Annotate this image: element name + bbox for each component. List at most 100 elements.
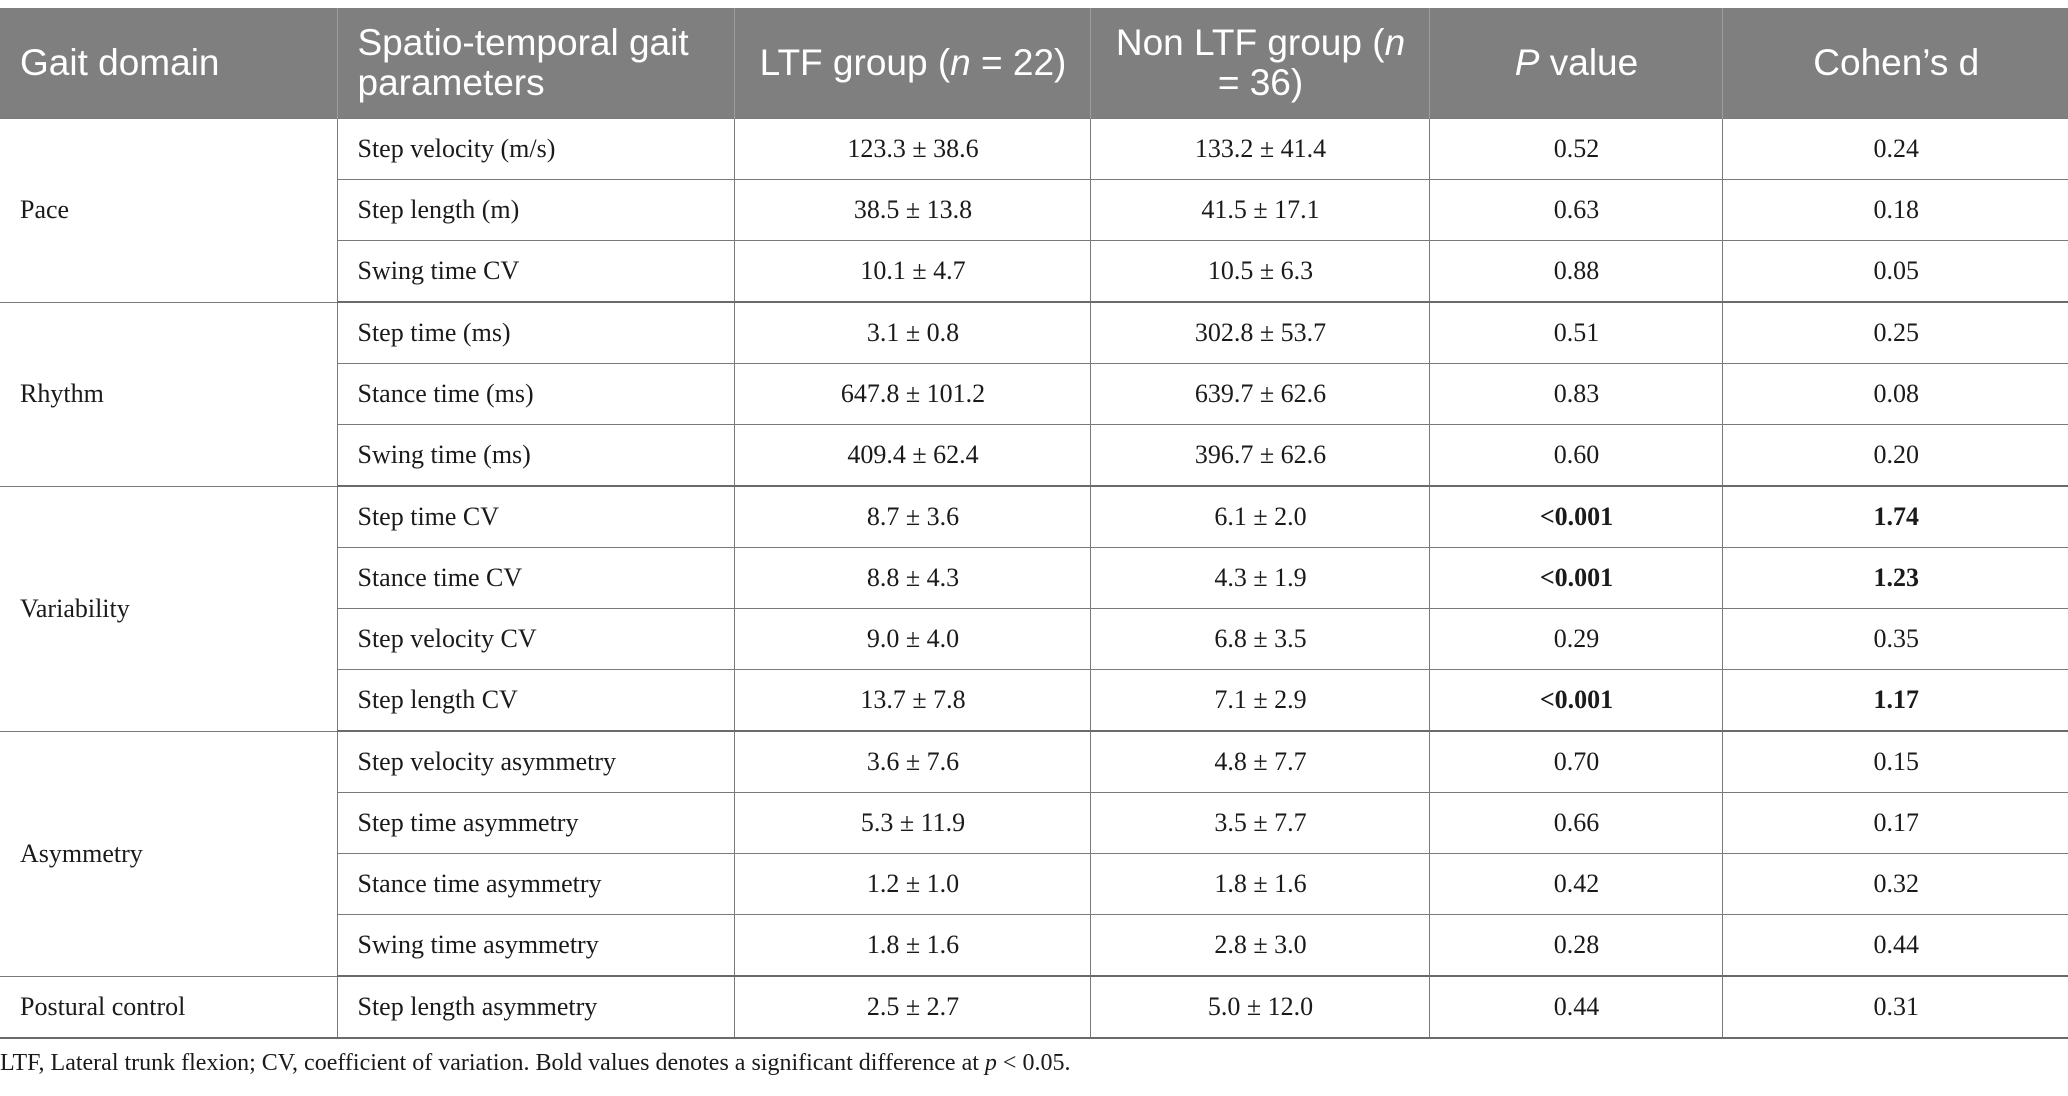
non-ltf-value-cell: 3.5 ± 7.7 xyxy=(1089,792,1430,854)
table-row: Step velocity CV 9.0 ± 4.0 6.8 ± 3.5 0.2… xyxy=(0,608,2068,670)
domain-cell-pace: Pace xyxy=(0,118,338,303)
table-row: Asymmetry Step velocity asymmetry 3.6 ± … xyxy=(0,730,2068,977)
table-row: Pace Step velocity (m/s) 123.3 ± 38.6 13… xyxy=(0,118,2068,303)
param-cell: Step length CV xyxy=(336,669,735,732)
ltf-value-cell: 5.3 ± 11.9 xyxy=(733,792,1091,854)
param-cell: Stance time CV xyxy=(336,547,735,609)
domain-cell-variability: Variability xyxy=(0,485,338,732)
header-row: Gait domain Spatio-temporal gait paramet… xyxy=(0,8,2068,119)
cohens-d-cell-significant: 1.23 xyxy=(1721,547,2068,609)
p-value-cell-significant: <0.001 xyxy=(1428,669,1723,732)
ltf-value-cell: 10.1 ± 4.7 xyxy=(733,240,1091,303)
ltf-value-cell: 1.8 ± 1.6 xyxy=(733,914,1091,977)
param-cell: Swing time asymmetry xyxy=(336,914,735,977)
param-cell: Stance time asymmetry xyxy=(336,853,735,915)
table-row: Variability Step time CV 8.7 ± 3.6 6.1 ±… xyxy=(0,485,2068,732)
param-cell: Step time asymmetry xyxy=(336,792,735,854)
cohens-d-cell: 0.44 xyxy=(1721,914,2068,977)
ltf-value-cell: 3.1 ± 0.8 xyxy=(733,301,1091,364)
table-row: Step length CV 13.7 ± 7.8 7.1 ± 2.9 <0.0… xyxy=(0,669,2068,732)
table-row: Swing time asymmetry 1.8 ± 1.6 2.8 ± 3.0… xyxy=(0,914,2068,977)
table-row: Rhythm Step time (ms) 3.1 ± 0.8 302.8 ± … xyxy=(0,301,2068,487)
p-value-cell: 0.51 xyxy=(1428,301,1723,364)
ltf-value-cell: 409.4 ± 62.4 xyxy=(733,424,1091,487)
cohens-d-cell: 0.15 xyxy=(1721,730,2068,793)
p-value-cell: 0.88 xyxy=(1428,240,1723,303)
cohens-d-cell-significant: 1.74 xyxy=(1721,485,2068,548)
table-footnote: LTF, Lateral trunk flexion; CV, coeffici… xyxy=(0,1050,1071,1076)
domain-cell-rhythm: Rhythm xyxy=(0,301,338,487)
non-ltf-value-cell: 4.8 ± 7.7 xyxy=(1089,730,1430,793)
ltf-value-cell: 9.0 ± 4.0 xyxy=(733,608,1091,670)
p-value-cell: 0.66 xyxy=(1428,792,1723,854)
non-ltf-value-cell: 41.5 ± 17.1 xyxy=(1089,179,1430,241)
ltf-value-cell: 13.7 ± 7.8 xyxy=(733,669,1091,732)
p-value-cell: 0.28 xyxy=(1428,914,1723,977)
p-value-cell: 0.44 xyxy=(1428,975,1723,1039)
table-row: Step length (m) 38.5 ± 13.8 41.5 ± 17.1 … xyxy=(0,179,2068,241)
non-ltf-value-cell: 6.8 ± 3.5 xyxy=(1089,608,1430,670)
param-cell: Stance time (ms) xyxy=(336,363,735,425)
non-ltf-value-cell: 1.8 ± 1.6 xyxy=(1089,853,1430,915)
ltf-value-cell: 8.7 ± 3.6 xyxy=(733,485,1091,548)
table-row: Step time asymmetry 5.3 ± 11.9 3.5 ± 7.7… xyxy=(0,792,2068,854)
p-value-cell-significant: <0.001 xyxy=(1428,485,1723,548)
non-ltf-value-cell: 4.3 ± 1.9 xyxy=(1089,547,1430,609)
non-ltf-value-cell: 2.8 ± 3.0 xyxy=(1089,914,1430,977)
cohens-d-cell: 0.20 xyxy=(1721,424,2068,487)
header-gait-domain: Gait domain xyxy=(0,8,337,119)
header-ltf-group: LTF group (n = 22) xyxy=(733,8,1090,119)
cohens-d-cell: 0.18 xyxy=(1721,179,2068,241)
domain-cell-postural-control: Postural control xyxy=(0,975,338,1039)
p-value-cell: 0.83 xyxy=(1428,363,1723,425)
cohens-d-cell-significant: 1.17 xyxy=(1721,669,2068,732)
ltf-value-cell: 3.6 ± 7.6 xyxy=(733,730,1091,793)
ltf-value-cell: 123.3 ± 38.6 xyxy=(733,118,1091,180)
cohens-d-cell: 0.25 xyxy=(1721,301,2068,364)
param-cell: Swing time CV xyxy=(336,240,735,303)
p-value-cell-significant: <0.001 xyxy=(1428,547,1723,609)
ltf-value-cell: 647.8 ± 101.2 xyxy=(733,363,1091,425)
param-cell: Step time (ms) xyxy=(336,301,735,364)
param-cell: Step velocity CV xyxy=(336,608,735,670)
cohens-d-cell: 0.35 xyxy=(1721,608,2068,670)
cohens-d-cell: 0.05 xyxy=(1721,240,2068,303)
param-cell: Step velocity (m/s) xyxy=(336,118,735,180)
ltf-value-cell: 8.8 ± 4.3 xyxy=(733,547,1091,609)
cohens-d-cell: 0.31 xyxy=(1721,975,2068,1039)
ltf-value-cell: 2.5 ± 2.7 xyxy=(733,975,1091,1039)
param-cell: Step length (m) xyxy=(336,179,735,241)
non-ltf-value-cell: 6.1 ± 2.0 xyxy=(1089,485,1430,548)
table-row: Stance time asymmetry 1.2 ± 1.0 1.8 ± 1.… xyxy=(0,853,2068,915)
cohens-d-cell: 0.08 xyxy=(1721,363,2068,425)
param-cell: Step time CV xyxy=(336,485,735,548)
non-ltf-value-cell: 396.7 ± 62.6 xyxy=(1089,424,1430,487)
table-row: Postural control Step length asymmetry 2… xyxy=(0,975,2068,1039)
p-value-cell: 0.52 xyxy=(1428,118,1723,180)
p-value-cell: 0.63 xyxy=(1428,179,1723,241)
cohens-d-cell: 0.32 xyxy=(1721,853,2068,915)
param-cell: Swing time (ms) xyxy=(336,424,735,487)
table-row: Swing time CV 10.1 ± 4.7 10.5 ± 6.3 0.88… xyxy=(0,240,2068,303)
header-spatio-temporal-parameters: Spatio-temporal gait parameters xyxy=(336,8,734,119)
non-ltf-value-cell: 7.1 ± 2.9 xyxy=(1089,669,1430,732)
param-cell: Step velocity asymmetry xyxy=(336,730,735,793)
p-value-cell: 0.70 xyxy=(1428,730,1723,793)
non-ltf-value-cell: 10.5 ± 6.3 xyxy=(1089,240,1430,303)
param-cell: Step length asymmetry xyxy=(336,975,735,1039)
header-cohens-d: Cohen’s d xyxy=(1721,8,2068,119)
table-row: Swing time (ms) 409.4 ± 62.4 396.7 ± 62.… xyxy=(0,424,2068,487)
domain-cell-asymmetry: Asymmetry xyxy=(0,730,338,977)
ltf-value-cell: 38.5 ± 13.8 xyxy=(733,179,1091,241)
table-row: Stance time (ms) 647.8 ± 101.2 639.7 ± 6… xyxy=(0,363,2068,425)
table-row: Stance time CV 8.8 ± 4.3 4.3 ± 1.9 <0.00… xyxy=(0,547,2068,609)
non-ltf-value-cell: 639.7 ± 62.6 xyxy=(1089,363,1430,425)
gait-parameters-table: Gait domain Spatio-temporal gait paramet… xyxy=(0,8,2068,1039)
p-value-cell: 0.42 xyxy=(1428,853,1723,915)
header-non-ltf-group: Non LTF group (n = 36) xyxy=(1089,8,1429,119)
header-p-value: P value xyxy=(1428,8,1722,119)
cohens-d-cell: 0.24 xyxy=(1721,118,2068,180)
non-ltf-value-cell: 302.8 ± 53.7 xyxy=(1089,301,1430,364)
ltf-value-cell: 1.2 ± 1.0 xyxy=(733,853,1091,915)
non-ltf-value-cell: 133.2 ± 41.4 xyxy=(1089,118,1430,180)
